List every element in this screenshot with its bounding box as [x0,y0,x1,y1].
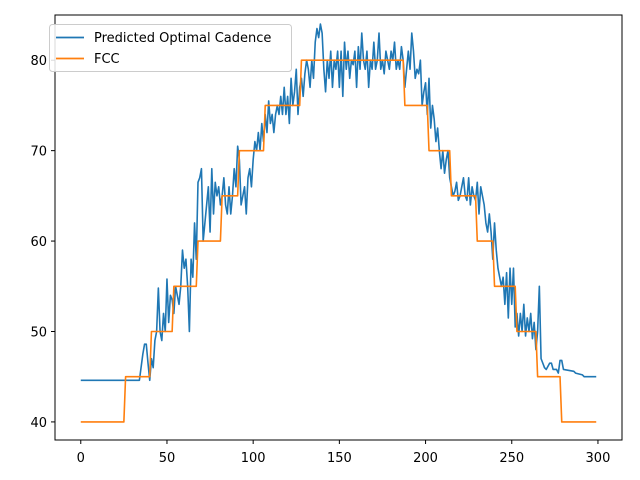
y-tick-label: 70 [30,145,47,160]
plot-frame [54,14,623,441]
legend-label-predicted-optimal-cadence: Predicted Optimal Cadence [94,31,271,46]
legend: Predicted Optimal Cadence FCC [49,24,292,72]
x-tick-label: 100 [241,451,266,466]
legend-label-fcc: FCC [94,52,120,67]
x-tick-label: 50 [159,451,176,466]
x-tick-label: 0 [77,451,85,466]
x-tick-label: 200 [413,451,438,466]
y-tick-label: 50 [30,325,47,340]
x-tick-label: 300 [586,451,611,466]
x-tick-label: 250 [499,451,524,466]
x-axis-ticks: 0 50 100 150 200 250 300 [77,440,611,466]
y-tick-label: 80 [30,54,47,69]
series-line-1 [80,59,597,423]
series-line-0 [80,23,597,382]
y-tick-label: 60 [30,235,47,250]
series-layer [80,23,597,423]
legend-box [49,24,292,72]
x-tick-label: 150 [327,451,352,466]
y-tick-label: 40 [30,416,47,431]
